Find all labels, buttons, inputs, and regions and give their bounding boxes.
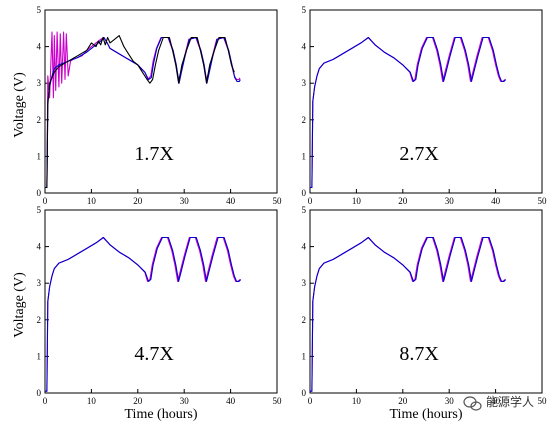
y-tick-label: 2 [37, 115, 42, 125]
y-tick-label: 2 [302, 115, 307, 125]
y-tick-label: 1 [302, 151, 307, 161]
y-tick-label: 3 [37, 78, 42, 88]
x-tick-label: 50 [273, 396, 283, 406]
y-tick-label: 0 [302, 388, 307, 398]
x-tick-label: 0 [43, 196, 48, 206]
x-tick-label: 20 [398, 196, 408, 206]
y-tick-label: 0 [302, 188, 307, 198]
series-line-2 [310, 36, 507, 189]
wechat-icon [463, 396, 482, 411]
x-tick-label: 30 [180, 396, 190, 406]
y-axis-title-top: Voltage (V) [12, 72, 27, 138]
panel-4: 0 10 20 30 40 50 0 1 2 3 4 5 8.7X [302, 205, 548, 406]
y-axis-title-bottom: Voltage (V) [12, 272, 27, 338]
x-tick-label: 40 [226, 196, 236, 206]
x-tick-label: 20 [133, 396, 143, 406]
x-tick-label: 30 [180, 196, 190, 206]
x-tick-label: 40 [491, 396, 501, 406]
watermark-text: 能源学人 [486, 394, 534, 409]
y-tick-label: 4 [37, 242, 42, 252]
x-tick-label: 0 [43, 396, 48, 406]
y-tick-label: 5 [302, 5, 307, 15]
series-line-2 [310, 236, 507, 392]
panel-3: 0 10 20 30 40 50 0 1 2 3 4 5 4.7X [37, 205, 283, 406]
watermark: 能源学人 [463, 394, 534, 411]
series-line-1 [45, 236, 241, 392]
x-tick-label: 20 [133, 196, 143, 206]
x-tick-label: 0 [308, 196, 313, 206]
x-tick-label: 40 [491, 196, 501, 206]
x-tick-label: 50 [538, 196, 548, 206]
x-tick-label: 10 [352, 196, 362, 206]
y-tick-label: 4 [302, 242, 307, 252]
x-tick-label: 50 [538, 396, 548, 406]
series-line-2 [45, 236, 242, 392]
x-tick-label: 40 [226, 396, 236, 406]
y-tick-label: 3 [302, 278, 307, 288]
y-tick-label: 1 [302, 351, 307, 361]
y-tick-label: 1 [37, 351, 42, 361]
y-tick-label: 2 [302, 315, 307, 325]
x-tick-label: 20 [398, 396, 408, 406]
x-tick-label: 10 [352, 396, 362, 406]
panel-label: 2.7X [399, 143, 439, 165]
plot-frame [44, 209, 278, 394]
y-tick-label: 0 [37, 388, 42, 398]
y-tick-label: 3 [302, 78, 307, 88]
y-tick-label: 5 [37, 5, 42, 15]
x-tick-label: 10 [87, 196, 97, 206]
x-tick-label: 50 [273, 196, 283, 206]
x-tick-label: 30 [445, 396, 455, 406]
x-axis-title-left: Time (hours) [125, 407, 198, 422]
y-tick-label: 4 [302, 42, 307, 52]
y-tick-label: 1 [37, 151, 42, 161]
x-tick-label: 30 [445, 196, 455, 206]
y-tick-label: 5 [37, 205, 42, 215]
series-line-3 [45, 35, 235, 189]
x-tick-label: 0 [308, 396, 313, 406]
y-tick-label: 2 [37, 315, 42, 325]
panel-label: 4.7X [134, 343, 174, 365]
plot-frame [309, 209, 543, 394]
y-tick-label: 3 [37, 278, 42, 288]
x-axis-title-right: Time (hours) [390, 407, 463, 422]
panel-2: 0 10 20 30 40 50 0 1 2 3 4 5 2.7X [302, 5, 548, 206]
y-tick-label: 5 [302, 205, 307, 215]
plot-frame [44, 9, 278, 194]
panel-label: 1.7X [134, 143, 174, 165]
plot-frame [309, 9, 543, 194]
y-tick-label: 4 [37, 42, 42, 52]
series-line-1 [310, 236, 506, 392]
x-tick-label: 10 [87, 396, 97, 406]
panel-1: 0 10 20 30 40 50 0 1 2 3 4 5 1.7X [37, 5, 283, 206]
y-tick-label: 0 [37, 188, 42, 198]
panel-label: 8.7X [399, 343, 439, 365]
